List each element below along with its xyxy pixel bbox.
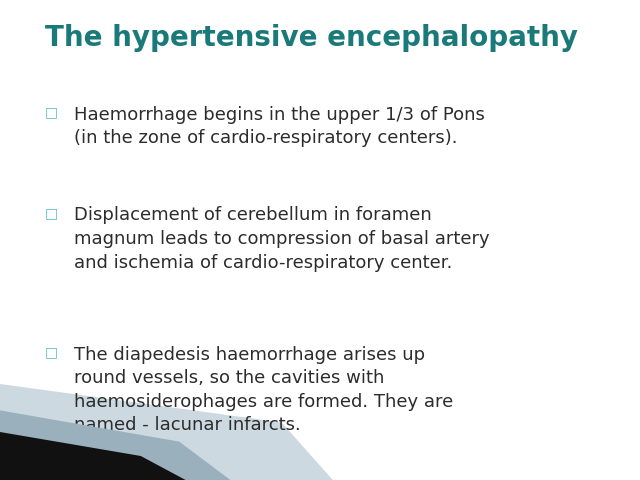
Text: Displacement of cerebellum in foramen
magnum leads to compression of basal arter: Displacement of cerebellum in foramen ma… [74,206,489,272]
Text: □: □ [45,346,58,360]
Polygon shape [0,384,333,480]
Text: The hypertensive encephalopathy: The hypertensive encephalopathy [45,24,578,52]
Polygon shape [0,410,230,480]
Text: Haemorrhage begins in the upper 1/3 of Pons
(in the zone of cardio-respiratory c: Haemorrhage begins in the upper 1/3 of P… [74,106,484,147]
Text: □: □ [45,106,58,120]
Text: □: □ [45,206,58,220]
Text: The diapedesis haemorrhage arises up
round vessels, so the cavities with
haemosi: The diapedesis haemorrhage arises up rou… [74,346,453,434]
Polygon shape [0,432,186,480]
